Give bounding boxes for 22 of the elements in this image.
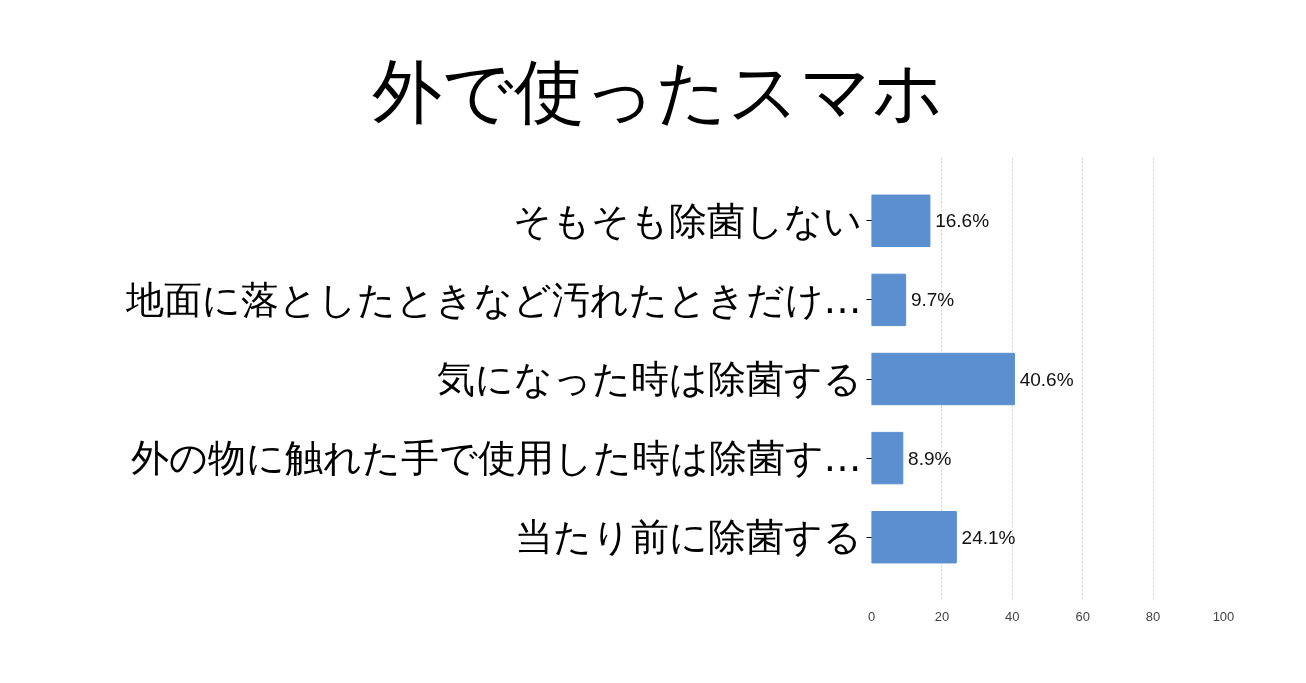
bar <box>871 511 957 564</box>
bar <box>871 431 904 485</box>
bar <box>871 273 907 327</box>
x-tick-label: 80 <box>1145 608 1161 624</box>
data-label: 24.1% <box>961 526 1016 548</box>
bar <box>871 194 931 247</box>
chart-title: 外で使ったスマホ <box>372 51 944 133</box>
y-tick-label: 地面に落としたときなど汚れたときだけ… <box>124 277 862 322</box>
x-tick-label: 100 <box>1212 608 1235 624</box>
x-tick-label: 60 <box>1075 608 1090 624</box>
data-label: 16.6% <box>935 210 990 232</box>
x-tick-label: 20 <box>934 608 950 624</box>
data-label: 40.6% <box>1019 368 1074 390</box>
bar <box>871 352 1015 406</box>
x-tick-label: 40 <box>1005 608 1020 624</box>
data-label: 9.7% <box>910 289 955 311</box>
y-tick-label: 気になった時は除菌する <box>436 357 862 401</box>
y-tick-label: 当たり前に除菌する <box>514 515 862 560</box>
y-tick-label: 外の物に触れた手で使用した時は除菌す… <box>130 436 862 481</box>
y-tick-label: そもそも除菌しない <box>512 198 862 243</box>
data-label: 8.9% <box>908 447 952 469</box>
x-tick-label: 0 <box>867 608 876 624</box>
